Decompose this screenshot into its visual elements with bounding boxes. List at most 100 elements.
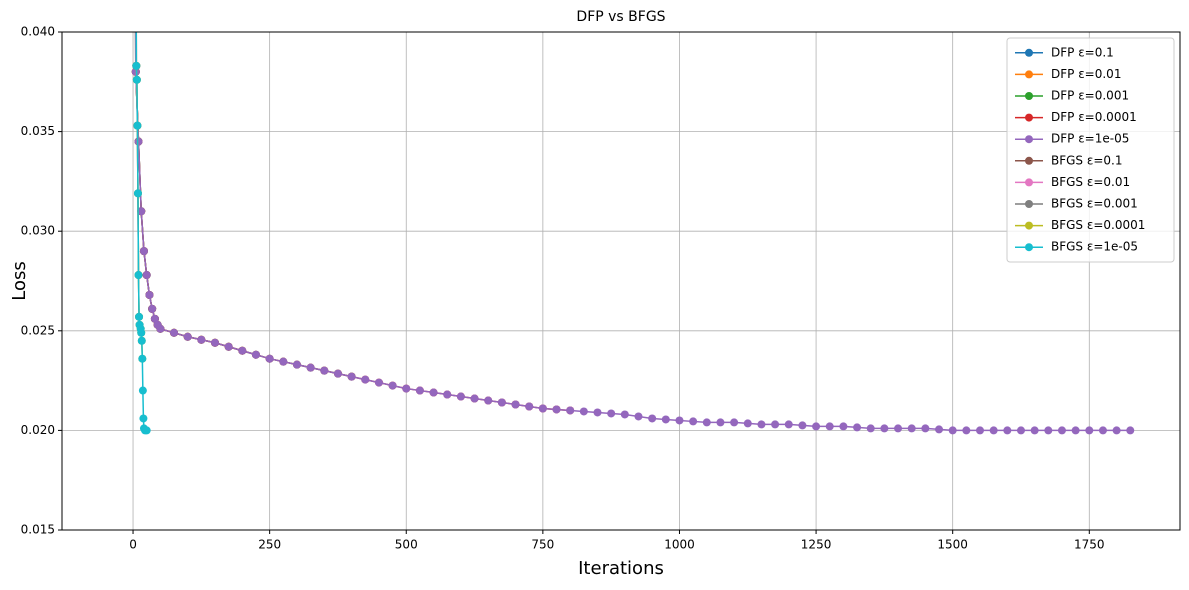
point — [948, 426, 957, 435]
point — [134, 137, 143, 146]
x-axis-label: Iterations — [578, 558, 664, 579]
point — [156, 324, 165, 333]
point — [1003, 426, 1012, 435]
point — [525, 402, 534, 411]
point — [1030, 426, 1039, 435]
point — [538, 404, 547, 413]
point — [497, 398, 506, 407]
point — [1016, 426, 1025, 435]
point — [1044, 426, 1053, 435]
legend-marker — [1025, 243, 1033, 252]
legend-marker — [1025, 70, 1033, 79]
point — [139, 247, 148, 256]
point — [716, 418, 725, 427]
point — [470, 394, 479, 403]
point — [921, 424, 930, 433]
point — [620, 410, 629, 419]
point — [170, 328, 179, 337]
point — [812, 422, 821, 431]
point — [374, 378, 383, 387]
point — [333, 369, 342, 378]
legend-label: BFGS ε=0.1 — [1051, 153, 1123, 167]
point — [320, 366, 329, 375]
point — [150, 314, 159, 323]
point — [402, 384, 411, 393]
point — [135, 312, 144, 321]
x-tick-label: 1250 — [801, 538, 832, 552]
point — [306, 363, 315, 372]
point — [730, 418, 739, 427]
point — [292, 360, 301, 369]
point — [825, 422, 834, 431]
legend-marker — [1025, 200, 1033, 208]
legend: DFP ε=0.1 DFP ε=0.01 DFP ε=0.001 DFP ε=0.00… — [1006, 37, 1175, 263]
point — [962, 426, 971, 435]
point — [484, 396, 493, 405]
point — [134, 271, 143, 280]
point — [137, 328, 146, 337]
point — [211, 338, 220, 347]
legend-marker — [1025, 221, 1033, 230]
point — [224, 342, 233, 351]
point — [907, 424, 916, 433]
legend-label: BFGS ε=0.01 — [1051, 175, 1130, 189]
axes-frame — [61, 31, 1181, 531]
point — [607, 409, 616, 418]
point — [511, 400, 520, 409]
point — [552, 405, 561, 414]
x-tick-label: 1500 — [937, 538, 968, 552]
point — [798, 421, 807, 430]
y-tick-label: 0.040 — [21, 25, 55, 39]
point — [593, 408, 602, 417]
point — [265, 354, 274, 363]
legend-marker — [1025, 156, 1033, 165]
legend-label: BFGS ε=1e-05 — [1051, 240, 1138, 254]
legend-marker — [1025, 48, 1033, 57]
x-tick-label: 250 — [258, 538, 281, 552]
point — [1098, 426, 1107, 435]
x-tick-label: 1000 — [664, 538, 695, 552]
point — [138, 354, 147, 363]
point — [132, 61, 141, 70]
point — [139, 414, 148, 423]
point — [1085, 426, 1094, 435]
point — [145, 290, 154, 299]
point — [1126, 426, 1135, 435]
point — [839, 422, 848, 431]
point — [443, 390, 452, 399]
point — [648, 414, 657, 423]
y-tick-label: 0.035 — [21, 124, 55, 138]
point — [853, 423, 862, 432]
legend-label: DFP ε=0.0001 — [1051, 110, 1137, 124]
x-tick-label: 750 — [531, 538, 554, 552]
point — [197, 335, 206, 344]
point — [148, 304, 157, 313]
point — [866, 424, 875, 433]
point — [1071, 426, 1080, 435]
legend-label: BFGS ε=0.0001 — [1051, 218, 1145, 232]
point — [661, 415, 670, 424]
point — [784, 420, 793, 429]
point — [142, 271, 151, 280]
legend-label: DFP ε=0.01 — [1051, 67, 1121, 81]
point — [137, 336, 146, 345]
x-tick-label: 500 — [395, 538, 418, 552]
point — [347, 372, 356, 381]
legend-label: DFP ε=0.1 — [1051, 45, 1114, 59]
point — [132, 75, 141, 84]
legend-marker — [1025, 92, 1033, 100]
legend-label: BFGS ε=0.001 — [1051, 197, 1138, 211]
point — [689, 417, 698, 426]
legend-marker — [1025, 113, 1033, 122]
point — [183, 332, 192, 341]
point — [133, 121, 142, 130]
legend-label: DFP ε=1e-05 — [1051, 132, 1129, 146]
point — [1112, 426, 1121, 435]
point — [702, 418, 711, 427]
point — [976, 426, 985, 435]
legend-box — [1006, 37, 1175, 263]
point — [634, 412, 643, 421]
point — [133, 189, 142, 198]
